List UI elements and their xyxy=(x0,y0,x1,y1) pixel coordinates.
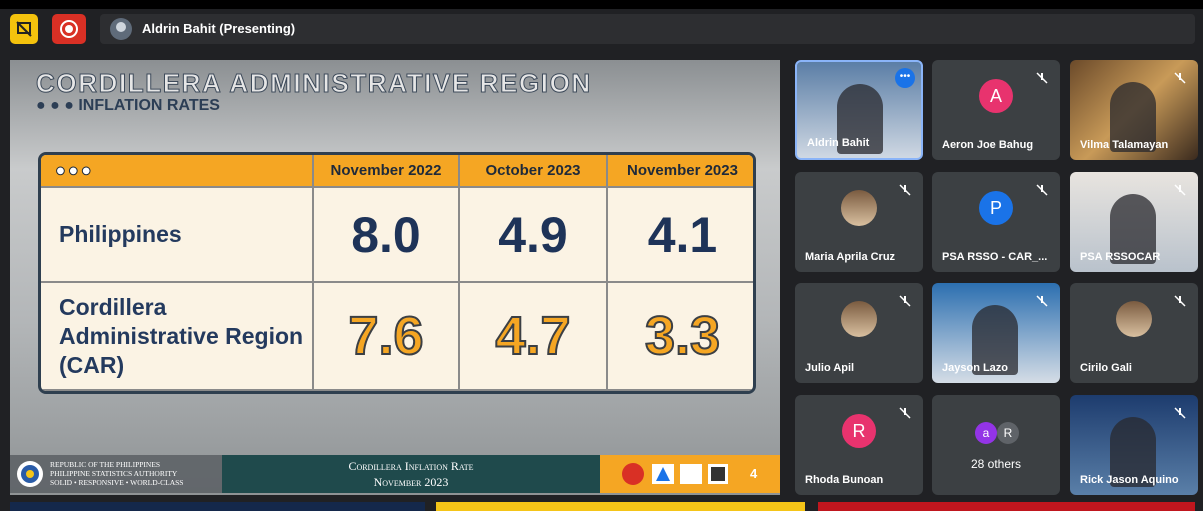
participant-name: Vilma Talamayan xyxy=(1080,139,1168,151)
meeting-screen: Aldrin Bahit (Presenting) CORDILLERA ADM… xyxy=(0,0,1203,511)
mute-icon xyxy=(1172,182,1188,198)
mute-icon xyxy=(1172,405,1188,421)
psa-logo xyxy=(16,460,44,488)
participant-tile[interactable]: Aldrin Bahit ••• xyxy=(795,60,923,160)
slide-footer: Republic of the Philippines Philippine S… xyxy=(10,455,780,493)
presenter-bar: Aldrin Bahit (Presenting) xyxy=(100,14,1195,44)
avatar-initial: A xyxy=(979,79,1013,113)
top-band xyxy=(0,0,1203,9)
rate-value: 4.7 xyxy=(460,283,608,391)
stripe xyxy=(436,502,805,511)
participant-tile[interactable]: Rick Jason Aquino xyxy=(1070,395,1198,495)
mute-icon xyxy=(1034,293,1050,309)
participant-tile[interactable]: R Rhoda Bunoan xyxy=(795,395,923,495)
rate-value: 7.6 xyxy=(314,283,460,391)
participant-tile[interactable]: Maria Aprila Cruz xyxy=(795,172,923,272)
stripe xyxy=(10,502,425,511)
record-icon xyxy=(52,14,86,44)
participant-tile[interactable]: P PSA RSSO - CAR_... xyxy=(932,172,1060,272)
slide-subtitle: ● ● ● INFLATION RATES xyxy=(36,97,220,115)
participant-name: Maria Aprila Cruz xyxy=(805,251,895,263)
page-number: 4 xyxy=(750,466,757,481)
partner-logos xyxy=(620,461,740,487)
participant-name: Jayson Lazo xyxy=(942,362,1008,374)
rate-value: 4.9 xyxy=(460,188,608,283)
participant-tile[interactable]: Cirilo Gali xyxy=(1070,283,1198,383)
logo-block: 4 xyxy=(600,455,780,493)
mute-icon xyxy=(897,293,913,309)
mute-icon xyxy=(897,405,913,421)
participant-tile[interactable]: Vilma Talamayan xyxy=(1070,60,1198,160)
stripe xyxy=(818,502,1195,511)
participant-name: Julio Apil xyxy=(805,362,854,374)
participant-tile[interactable]: PSA RSSOCAR xyxy=(1070,172,1198,272)
mute-icon xyxy=(1172,70,1188,86)
present-icon xyxy=(10,14,38,44)
caption-block: Cordillera Inflation Rate November 2023 xyxy=(222,455,600,493)
participant-name: Rhoda Bunoan xyxy=(805,474,883,486)
participant-name: Aeron Joe Bahug xyxy=(942,139,1033,151)
participant-name: Rick Jason Aquino xyxy=(1080,474,1179,486)
others-count: 28 others xyxy=(932,457,1060,471)
participant-tile[interactable]: Jayson Lazo xyxy=(932,283,1060,383)
agency-block: Republic of the Philippines Philippine S… xyxy=(10,455,222,493)
caption-line: Cordillera Inflation Rate xyxy=(222,458,600,474)
agency-line: Republic of the Philippines xyxy=(50,460,183,469)
rate-value: 3.3 xyxy=(608,283,756,391)
participant-photo xyxy=(841,301,877,337)
more-options[interactable]: ••• xyxy=(895,68,915,88)
mute-icon xyxy=(1172,293,1188,309)
rate-value: 8.0 xyxy=(314,188,460,283)
column-header: October 2023 xyxy=(460,155,608,188)
participant-tile[interactable]: A Aeron Joe Bahug xyxy=(932,60,1060,160)
caption-line: November 2023 xyxy=(222,474,600,490)
participant-name: PSA RSSO - CAR_... xyxy=(942,251,1047,263)
agency-line: Solid • Responsive • World-Class xyxy=(50,478,183,487)
participant-name: Cirilo Gali xyxy=(1080,362,1132,374)
rate-value: 4.1 xyxy=(608,188,756,283)
row-label: Cordillera Administrative Region (CAR) xyxy=(41,283,314,391)
presenter-avatar xyxy=(110,18,132,40)
presenter-name: Aldrin Bahit (Presenting) xyxy=(142,21,295,36)
participant-photo xyxy=(1116,301,1152,337)
mute-icon xyxy=(1034,70,1050,86)
agency-line: Philippine Statistics Authority xyxy=(50,469,183,478)
column-header: November 2023 xyxy=(608,155,756,188)
agency-text: Republic of the Philippines Philippine S… xyxy=(50,460,183,487)
slide-title: CORDILLERA ADMINISTRATIVE REGION xyxy=(36,68,592,99)
avatar-initial: P xyxy=(979,191,1013,225)
row-label: Philippines xyxy=(41,188,314,283)
others-avatar: a xyxy=(975,422,997,444)
participant-name: Aldrin Bahit xyxy=(807,137,869,149)
mute-icon xyxy=(1034,182,1050,198)
slide: CORDILLERA ADMINISTRATIVE REGION ● ● ● I… xyxy=(10,60,780,495)
present-button[interactable] xyxy=(10,14,38,44)
participant-tile[interactable]: Julio Apil xyxy=(795,283,923,383)
column-header: November 2022 xyxy=(314,155,460,188)
subtitle-text: INFLATION RATES xyxy=(78,97,220,114)
avatar-initial: R xyxy=(842,414,876,448)
participant-name: PSA RSSOCAR xyxy=(1080,251,1160,263)
record-button[interactable] xyxy=(52,14,86,44)
header-corner: ●●● xyxy=(41,155,314,188)
participant-photo xyxy=(841,190,877,226)
dots: ● ● ● xyxy=(36,97,78,114)
mute-icon xyxy=(897,182,913,198)
others-avatar: R xyxy=(997,422,1019,444)
